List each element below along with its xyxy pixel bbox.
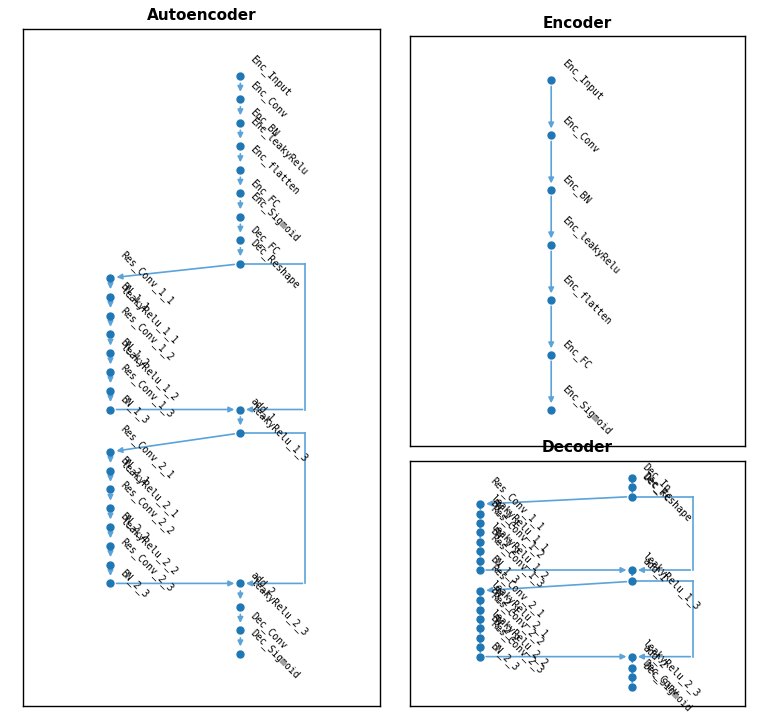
Text: BN_1_3: BN_1_3 [488, 554, 521, 586]
Text: Dec_Sigmoid: Dec_Sigmoid [249, 627, 302, 680]
Text: Enc_Conv: Enc_Conv [560, 114, 601, 156]
Text: Res_Conv_1_2: Res_Conv_1_2 [119, 305, 176, 363]
Text: add_1: add_1 [249, 395, 277, 424]
Text: Res_Conv_2_2: Res_Conv_2_2 [119, 480, 176, 537]
Text: Res_Conv_1_1: Res_Conv_1_1 [488, 475, 546, 533]
Text: Res_Conv_1_3: Res_Conv_1_3 [488, 532, 546, 590]
Text: Enc_flatten: Enc_flatten [560, 273, 613, 327]
Text: leakyRelu_1_3: leakyRelu_1_3 [640, 551, 701, 612]
Text: leakyRelu_2_2: leakyRelu_2_2 [488, 607, 549, 669]
Text: leakyRelu_2_1: leakyRelu_2_1 [119, 459, 180, 521]
Text: BN_2_1: BN_2_1 [119, 454, 151, 487]
Text: Res_Conv_2_3: Res_Conv_2_3 [119, 536, 176, 593]
Text: BN_1_1: BN_1_1 [119, 280, 151, 313]
Text: add_2: add_2 [249, 569, 277, 598]
Text: leakyRelu_1_1: leakyRelu_1_1 [119, 284, 180, 346]
Text: Res_Conv_1_3: Res_Conv_1_3 [119, 362, 176, 420]
Text: Res_Conv_2_2: Res_Conv_2_2 [488, 590, 546, 648]
Text: Res_Conv_1_1: Res_Conv_1_1 [119, 249, 176, 307]
Text: Dec_Reshape: Dec_Reshape [249, 237, 302, 290]
Text: leakyRelu_1_1: leakyRelu_1_1 [488, 492, 549, 554]
Text: Res_Conv_2_1: Res_Conv_2_1 [488, 562, 546, 619]
Text: Dec_Conv: Dec_Conv [249, 610, 290, 651]
Text: add_1: add_1 [640, 556, 668, 584]
Text: Res_Conv_2_3: Res_Conv_2_3 [488, 618, 546, 676]
Text: leakyRelu_2_3: leakyRelu_2_3 [249, 576, 310, 638]
Text: Enc_Conv: Enc_Conv [249, 78, 290, 120]
Text: Dec_Reshape: Dec_Reshape [640, 470, 693, 523]
Text: leakyRelu_2_1: leakyRelu_2_1 [488, 579, 549, 640]
Text: Dec_FC: Dec_FC [640, 471, 673, 503]
Text: BN_1_3: BN_1_3 [119, 393, 151, 426]
Text: Enc_leakyRelu: Enc_leakyRelu [560, 214, 622, 276]
Text: BN_2_1: BN_2_1 [488, 584, 521, 616]
Text: Enc_flatten: Enc_flatten [249, 143, 302, 197]
Text: leakyRelu_2_2: leakyRelu_2_2 [119, 515, 180, 577]
Title: Decoder: Decoder [542, 441, 613, 456]
Text: BN_2_3: BN_2_3 [488, 640, 521, 673]
Text: leakyRelu_1_3: leakyRelu_1_3 [249, 402, 310, 464]
Text: Enc_FC: Enc_FC [560, 338, 593, 371]
Text: Res_Conv_1_2: Res_Conv_1_2 [488, 503, 546, 561]
Text: add_2: add_2 [640, 642, 668, 671]
Text: BN_1_2: BN_1_2 [119, 337, 151, 369]
Text: Enc_BN: Enc_BN [560, 174, 593, 206]
Text: leakyRelu_1_2: leakyRelu_1_2 [119, 341, 180, 402]
Text: Enc_Input: Enc_Input [560, 58, 605, 102]
Title: Encoder: Encoder [543, 16, 613, 31]
Text: Enc_leakyRelu: Enc_leakyRelu [249, 115, 310, 177]
Text: Enc_FC: Enc_FC [249, 177, 281, 210]
Text: Res_Conv_2_1: Res_Conv_2_1 [119, 423, 176, 480]
Text: Dec_In: Dec_In [640, 462, 673, 494]
Text: BN_1_1: BN_1_1 [488, 498, 521, 530]
Text: BN_2_3: BN_2_3 [119, 567, 151, 600]
Text: Enc_BN: Enc_BN [249, 107, 281, 139]
Text: Dec_FC: Dec_FC [249, 224, 281, 256]
Title: Autoencoder: Autoencoder [147, 9, 256, 24]
Text: leakyRelu_1_2: leakyRelu_1_2 [488, 521, 549, 582]
Text: Dec_Sigmoid: Dec_Sigmoid [640, 660, 693, 714]
Text: BN_2_2: BN_2_2 [488, 612, 521, 644]
Text: Dec_Conv: Dec_Conv [640, 657, 681, 698]
Text: Enc_Input: Enc_Input [249, 53, 293, 99]
Text: leakyRelu_2_3: leakyRelu_2_3 [640, 637, 701, 699]
Text: BN_2_2: BN_2_2 [119, 510, 151, 544]
Text: BN_1_2: BN_1_2 [488, 526, 521, 558]
Text: Enc_Sigmoid: Enc_Sigmoid [560, 383, 613, 436]
Text: Enc_Sigmoid: Enc_Sigmoid [249, 190, 302, 243]
